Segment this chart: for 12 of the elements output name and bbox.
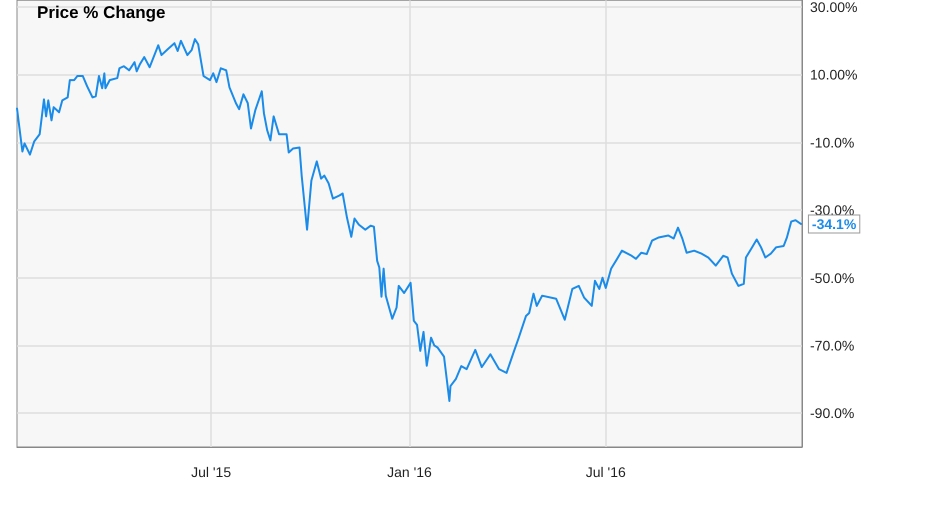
x-tick-label: Jul '16 [586, 464, 626, 480]
y-tick-label: 30.00% [810, 0, 858, 15]
annotation: -34.1% [812, 216, 857, 232]
y-tick-label: -90.0% [810, 405, 854, 422]
line-series [16, 38, 802, 402]
y-tick-label: -70.0% [810, 337, 854, 354]
y-tick-label: 10.00% [810, 66, 858, 83]
y-tick-label: -10.0% [810, 134, 854, 150]
y-tick-label: -50.0% [810, 270, 854, 286]
series-label: Price % Change [37, 3, 166, 22]
x-tick-label: Jan '16 [387, 464, 432, 480]
x-tick-label: Jul '15 [191, 464, 232, 480]
